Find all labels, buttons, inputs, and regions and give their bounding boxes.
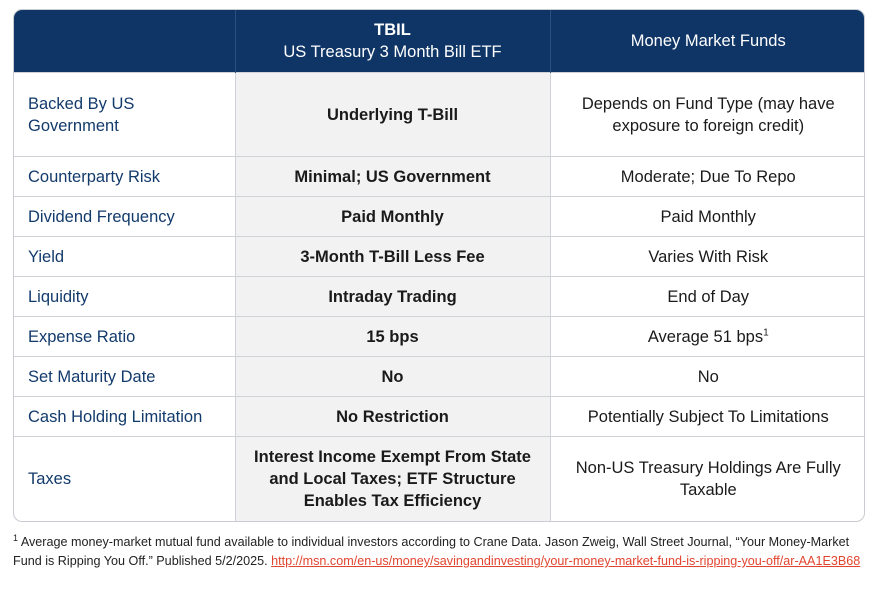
tbil-fund-name: US Treasury 3 Month Bill ETF [283, 43, 502, 61]
row-label: Backed By US Government [14, 72, 236, 157]
footnote-marker: 1 [763, 327, 769, 338]
row-label: Yield [14, 236, 236, 277]
tbil-value: 3-Month T-Bill Less Fee [235, 236, 551, 277]
row-label: Counterparty Risk [14, 156, 236, 197]
row-label: Expense Ratio [14, 316, 236, 357]
row-label: Set Maturity Date [14, 356, 236, 397]
tbil-value: Interest Income Exempt From State and Lo… [235, 436, 551, 521]
row-label: Taxes [14, 436, 236, 521]
comparison-table: TBIL US Treasury 3 Month Bill ETF Money … [14, 10, 864, 521]
tbil-ticker: TBIL [374, 21, 411, 39]
row-label: Cash Holding Limitation [14, 396, 236, 437]
tbil-value: Paid Monthly [235, 196, 551, 237]
row-label: Dividend Frequency [14, 196, 236, 237]
row-label: Liquidity [14, 276, 236, 317]
mmf-value: Potentially Subject To Limitations [550, 396, 864, 437]
tbil-value: No Restriction [235, 396, 551, 437]
table-row: Yield 3-Month T-Bill Less Fee Varies Wit… [14, 236, 864, 277]
table-row: Dividend Frequency Paid Monthly Paid Mon… [14, 196, 864, 237]
tbil-value: No [235, 356, 551, 397]
table-row: Set Maturity Date No No [14, 356, 864, 397]
mmf-value: End of Day [550, 276, 864, 317]
mmf-value: No [550, 356, 864, 397]
mmf-value: Paid Monthly [550, 196, 864, 237]
table-row: Counterparty Risk Minimal; US Government… [14, 156, 864, 197]
header-tbil: TBIL US Treasury 3 Month Bill ETF [235, 10, 551, 73]
footnote-number: 1 [13, 532, 19, 543]
mmf-value: Varies With Risk [550, 236, 864, 277]
tbil-value: Intraday Trading [235, 276, 551, 317]
comparison-table-container: TBIL US Treasury 3 Month Bill ETF Money … [13, 9, 865, 522]
header-blank-cell [14, 10, 236, 73]
table-row: Cash Holding Limitation No Restriction P… [14, 396, 864, 437]
mmf-value-cell: Average 51 bps1 [550, 316, 864, 357]
table-header-row: TBIL US Treasury 3 Month Bill ETF Money … [14, 10, 864, 73]
mmf-value: Moderate; Due To Repo [550, 156, 864, 197]
mmf-value: Non-US Treasury Holdings Are Fully Taxab… [550, 436, 864, 521]
footnote-text: Average money-market mutual fund availab… [13, 535, 850, 568]
tbil-value: Underlying T-Bill [235, 72, 551, 157]
table-row: Liquidity Intraday Trading End of Day [14, 276, 864, 317]
table-row: Taxes Interest Income Exempt From State … [14, 436, 864, 521]
footnote: 1 Average money-market mutual fund avail… [13, 533, 868, 571]
mmf-value: Depends on Fund Type (may have exposure … [550, 72, 864, 157]
table-row: Expense Ratio 15 bps Average 51 bps1 [14, 316, 864, 357]
table-row: Backed By US Government Underlying T-Bil… [14, 72, 864, 157]
tbil-value: Minimal; US Government [235, 156, 551, 197]
source-link[interactable]: http://msn.com/en-us/money/savingandinve… [271, 554, 861, 568]
header-money-market-funds: Money Market Funds [550, 10, 864, 73]
tbil-value: 15 bps [235, 316, 551, 357]
mmf-value: Average 51 bps [647, 327, 764, 346]
